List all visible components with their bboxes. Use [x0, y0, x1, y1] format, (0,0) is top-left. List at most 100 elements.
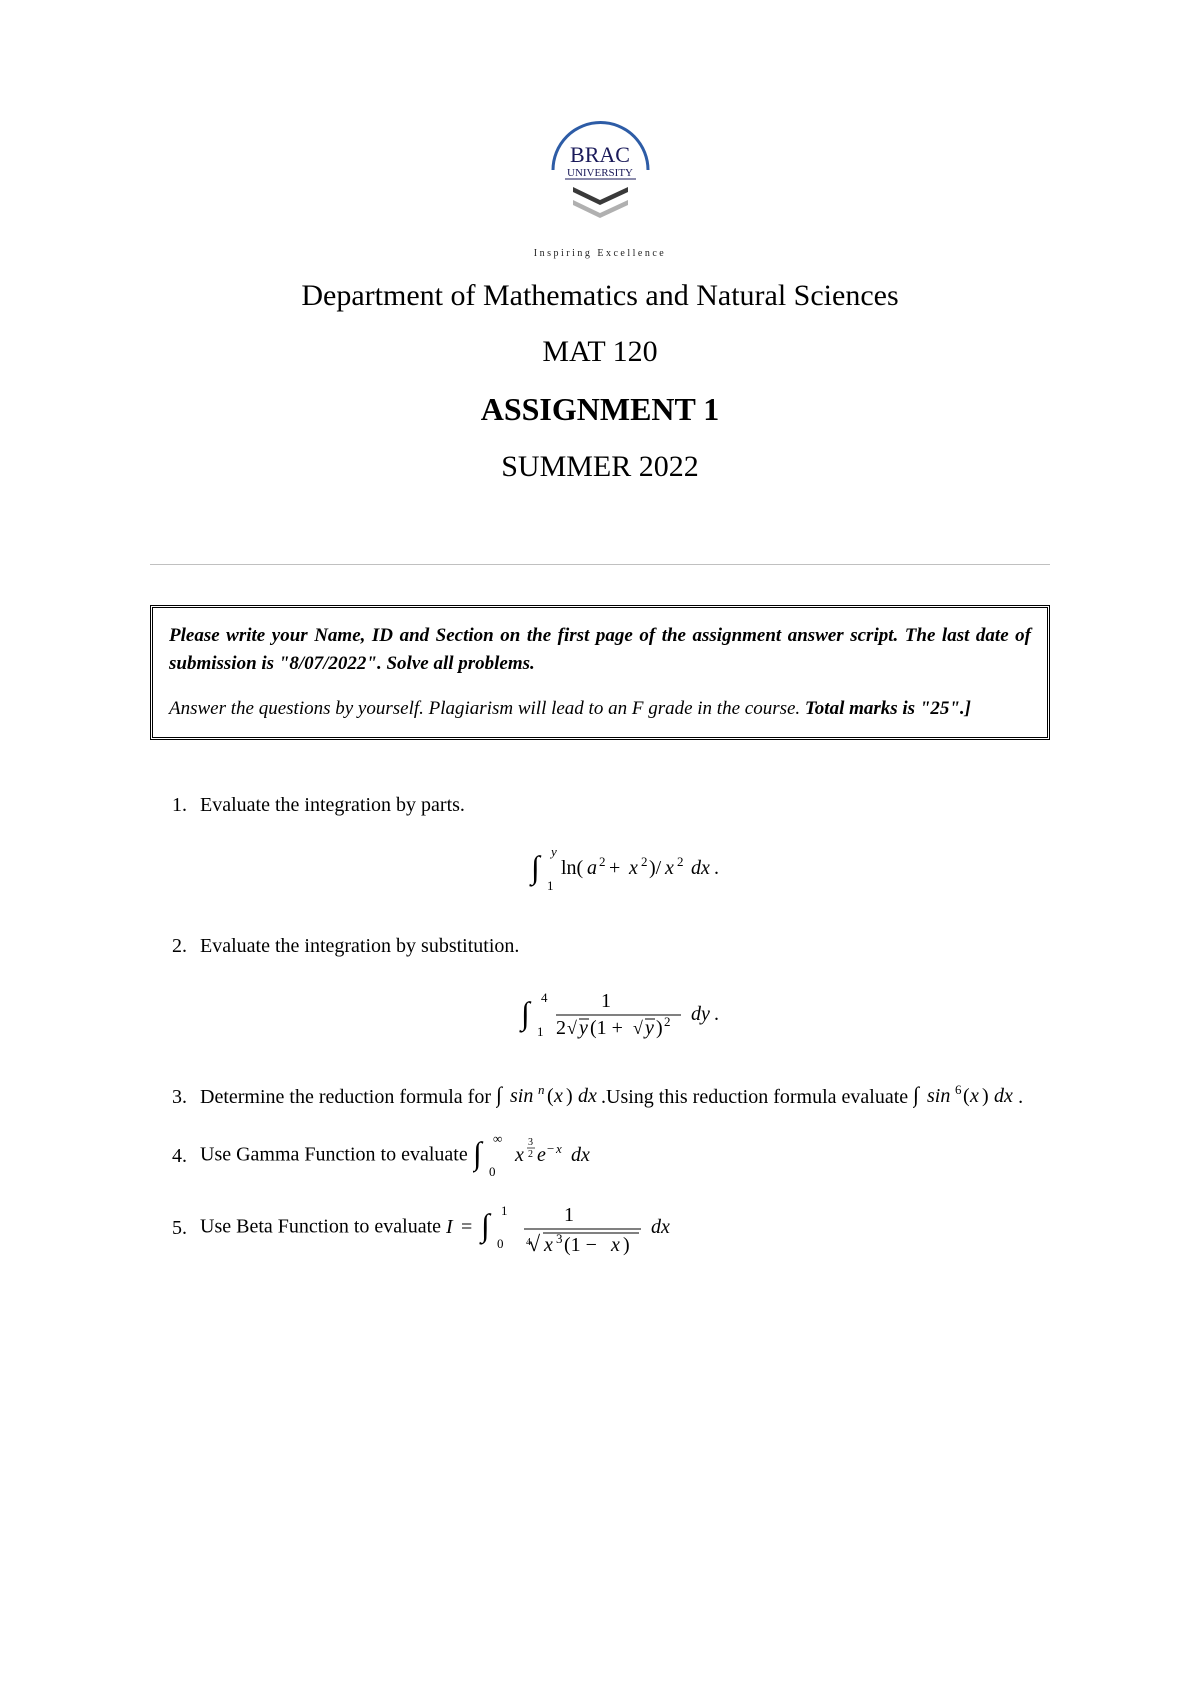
divider-line — [150, 564, 1050, 565]
svg-text:y: y — [643, 1017, 654, 1039]
problem-number: 3. — [172, 1082, 200, 1113]
problem-number: 5. — [172, 1213, 200, 1243]
svg-text:0: 0 — [489, 1164, 496, 1179]
problem-3-text-a: Determine the reduction formula for — [200, 1086, 496, 1108]
department-title: Department of Mathematics and Natural Sc… — [150, 279, 1050, 313]
svg-text:): ) — [623, 1234, 630, 1256]
svg-text:x: x — [610, 1234, 620, 1256]
svg-text:6: 6 — [955, 1084, 962, 1097]
svg-text:x: x — [664, 857, 674, 879]
svg-text:x: x — [969, 1085, 979, 1107]
logo-icon: BRAC UNIVERSITY — [543, 120, 658, 235]
instructions-text-1: Please write your Name, ID and Section o… — [169, 625, 1031, 674]
svg-text:1: 1 — [564, 1204, 574, 1226]
svg-text:−: − — [547, 1141, 554, 1156]
svg-text:(: ( — [963, 1085, 970, 1107]
problem-1: 1. Evaluate the integration by parts. — [172, 790, 1050, 820]
logo-block: BRAC UNIVERSITY Inspiring Excellence — [150, 120, 1050, 259]
svg-text:1: 1 — [501, 1203, 508, 1218]
svg-text:∫: ∫ — [473, 1135, 484, 1173]
svg-text:y: y — [549, 844, 557, 859]
assignment-title: ASSIGNMENT 1 — [150, 391, 1050, 428]
problem-text: Evaluate the integration by parts. — [200, 790, 1050, 820]
svg-text:x: x — [514, 1144, 524, 1166]
svg-text:1: 1 — [537, 1024, 544, 1039]
svg-text:1: 1 — [547, 878, 554, 893]
problem-5-math: I= ∫0114√x3(1 − x)dx — [446, 1199, 696, 1257]
svg-text:√: √ — [528, 1231, 541, 1256]
problem-3-math-2: ∫sin6(x) dx — [913, 1083, 1018, 1113]
problem-number: 1. — [172, 790, 200, 820]
svg-text:ln(: ln( — [561, 857, 584, 879]
svg-text:n: n — [538, 1084, 545, 1097]
problem-2-equation: ∫ 1 4 1 2 √ y (1 + √ y ) 2 dy . — [172, 979, 1050, 1054]
svg-text:∫: ∫ — [529, 849, 542, 887]
problem-5: 5. Use Beta Function to evaluate I = ∫ 0 1 1… — [172, 1199, 1050, 1257]
svg-text:(: ( — [547, 1085, 554, 1107]
svg-text:): ) — [656, 1017, 663, 1039]
problem-4-math: ∫0∞x32e−xdx — [473, 1131, 623, 1181]
svg-text:2: 2 — [528, 1149, 533, 1160]
svg-text:1: 1 — [601, 990, 611, 1012]
instructions-box: Please write your Name, ID and Section o… — [150, 605, 1050, 740]
svg-text:BRAC: BRAC — [570, 142, 630, 167]
problem-1-equation: ∫ 1 y ln( a 2 + x 2 )/ x 2 dx . — [172, 838, 1050, 903]
svg-text:sin: sin — [510, 1085, 533, 1107]
svg-text:√: √ — [567, 1018, 577, 1038]
svg-text:2: 2 — [641, 854, 648, 869]
svg-text:): ) — [566, 1085, 573, 1107]
svg-text:0: 0 — [497, 1236, 504, 1251]
problem-2: 2. Evaluate the integration by substitut… — [172, 931, 1050, 961]
svg-text:∫: ∫ — [479, 1207, 492, 1245]
svg-text:x: x — [555, 1141, 562, 1156]
problem-text: Determine the reduction formula for ∫ sin… — [200, 1082, 1050, 1113]
svg-text:)/: )/ — [649, 857, 662, 879]
svg-text:I: I — [446, 1216, 454, 1238]
svg-text:x: x — [543, 1234, 553, 1256]
course-code: MAT 120 — [150, 335, 1050, 369]
problem-text: Evaluate the integration by substitution… — [200, 931, 1050, 961]
instructions-para-2: Answer the questions by yourself. Plagia… — [169, 695, 1031, 723]
svg-text:2: 2 — [664, 1014, 671, 1029]
svg-text:4: 4 — [541, 990, 548, 1005]
svg-text:sin: sin — [927, 1085, 950, 1107]
svg-text:∫: ∫ — [519, 995, 532, 1033]
svg-text:∞: ∞ — [493, 1131, 502, 1146]
svg-text:x: x — [553, 1085, 563, 1107]
svg-text:3: 3 — [556, 1231, 563, 1246]
problem-3-text-b: .Using this reduction formula evaluate — [601, 1086, 913, 1108]
problem-number: 4. — [172, 1141, 200, 1171]
instructions-text-2a: Answer the questions by yourself. Plagia… — [169, 698, 805, 719]
svg-text:.: . — [714, 857, 719, 879]
svg-text:UNIVERSITY: UNIVERSITY — [567, 167, 633, 179]
problems-list: 1. Evaluate the integration by parts. ∫ … — [150, 790, 1050, 1257]
problem-5-text: Use Beta Function to evaluate — [200, 1216, 446, 1238]
svg-text:.: . — [714, 1003, 719, 1025]
logo-tagline: Inspiring Excellence — [150, 248, 1050, 259]
problem-text: Use Beta Function to evaluate I= ∫0114√x… — [200, 1199, 1050, 1257]
svg-text:dx: dx — [691, 857, 710, 879]
svg-text:2: 2 — [556, 1017, 566, 1039]
instructions-text-2b: Total marks is "25".] — [805, 698, 971, 719]
svg-text:x: x — [628, 857, 638, 879]
semester-label: SUMMER 2022 — [150, 450, 1050, 484]
svg-text:(1 −: (1 − — [564, 1234, 597, 1256]
svg-text:∫: ∫ — [496, 1084, 504, 1108]
svg-text:e: e — [537, 1144, 546, 1166]
svg-text:a: a — [587, 857, 597, 879]
svg-text:=: = — [461, 1216, 472, 1238]
problem-number: 2. — [172, 931, 200, 961]
svg-text:): ) — [982, 1085, 989, 1107]
svg-text:+: + — [609, 857, 620, 879]
svg-text:y: y — [577, 1017, 588, 1039]
svg-text:∫: ∫ — [913, 1084, 921, 1108]
problem-4: 4. Use Gamma Function to evaluate ∫0∞x32… — [172, 1131, 1050, 1181]
problem-3-math-1: ∫ sinn(x) dx — [496, 1083, 601, 1113]
problem-3-text-c: . — [1018, 1086, 1023, 1108]
svg-text:(1 +: (1 + — [590, 1017, 623, 1039]
svg-text:√: √ — [633, 1018, 643, 1038]
instructions-para-1: Please write your Name, ID and Section o… — [169, 622, 1031, 677]
svg-text:dx: dx — [571, 1144, 590, 1166]
svg-text:dx: dx — [651, 1216, 670, 1238]
svg-text:dx: dx — [578, 1085, 597, 1107]
